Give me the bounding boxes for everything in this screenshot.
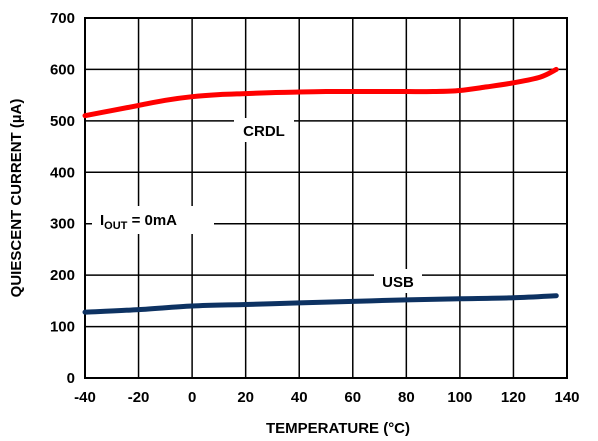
y-tick-label: 400 <box>50 164 75 181</box>
x-tick-label: 80 <box>398 389 415 406</box>
condition-rest: = 0mA <box>127 212 177 229</box>
crdl-series-label: CRDL <box>243 123 285 140</box>
x-axis-title: TEMPERATURE (°C) <box>266 420 410 437</box>
y-axis-title: QUIESCENT CURRENT (µA) <box>8 99 25 298</box>
x-tick-label: 0 <box>188 389 196 406</box>
condition-annotation: IOUT = 0mA <box>100 212 177 232</box>
usb-label-group: USB <box>374 269 422 293</box>
usb-label-bg <box>374 269 422 293</box>
x-tick-label: -20 <box>128 389 150 406</box>
y-tick-label: 200 <box>50 267 75 284</box>
crdl-label-group: CRDL <box>234 118 294 142</box>
series-line-usb <box>82 293 559 315</box>
x-tick-label: 120 <box>501 389 526 406</box>
y-tick-label: 600 <box>50 61 75 78</box>
plot-frame <box>84 17 568 379</box>
y-tick-label: 700 <box>50 10 75 27</box>
x-tick-label: 140 <box>554 389 579 406</box>
crdl-label-bg <box>234 118 294 142</box>
y-tick-label: 300 <box>50 216 75 233</box>
series-line-crdl <box>82 66 559 119</box>
x-tick-label: 20 <box>237 389 254 406</box>
grid <box>84 17 568 379</box>
x-tick-label: -40 <box>74 389 96 406</box>
condition-subscript: OUT <box>104 220 128 232</box>
usb-series-label: USB <box>382 274 414 291</box>
x-tick-label: 60 <box>344 389 361 406</box>
x-tick-label: 40 <box>291 389 308 406</box>
condition-annotation-bg <box>92 206 214 234</box>
series-layer <box>82 66 559 315</box>
y-tick-label: 100 <box>50 319 75 336</box>
condition-annotation-group: IOUT = 0mA <box>92 206 214 234</box>
condition-main: I <box>100 212 104 229</box>
y-tick-label: 0 <box>67 370 75 387</box>
y-tick-label: 500 <box>50 113 75 130</box>
tick-labels: -40 -20 0 20 40 60 80 100 120 140 0 100 200 300 400 500… <box>50 10 580 406</box>
x-tick-label: 100 <box>447 389 472 406</box>
